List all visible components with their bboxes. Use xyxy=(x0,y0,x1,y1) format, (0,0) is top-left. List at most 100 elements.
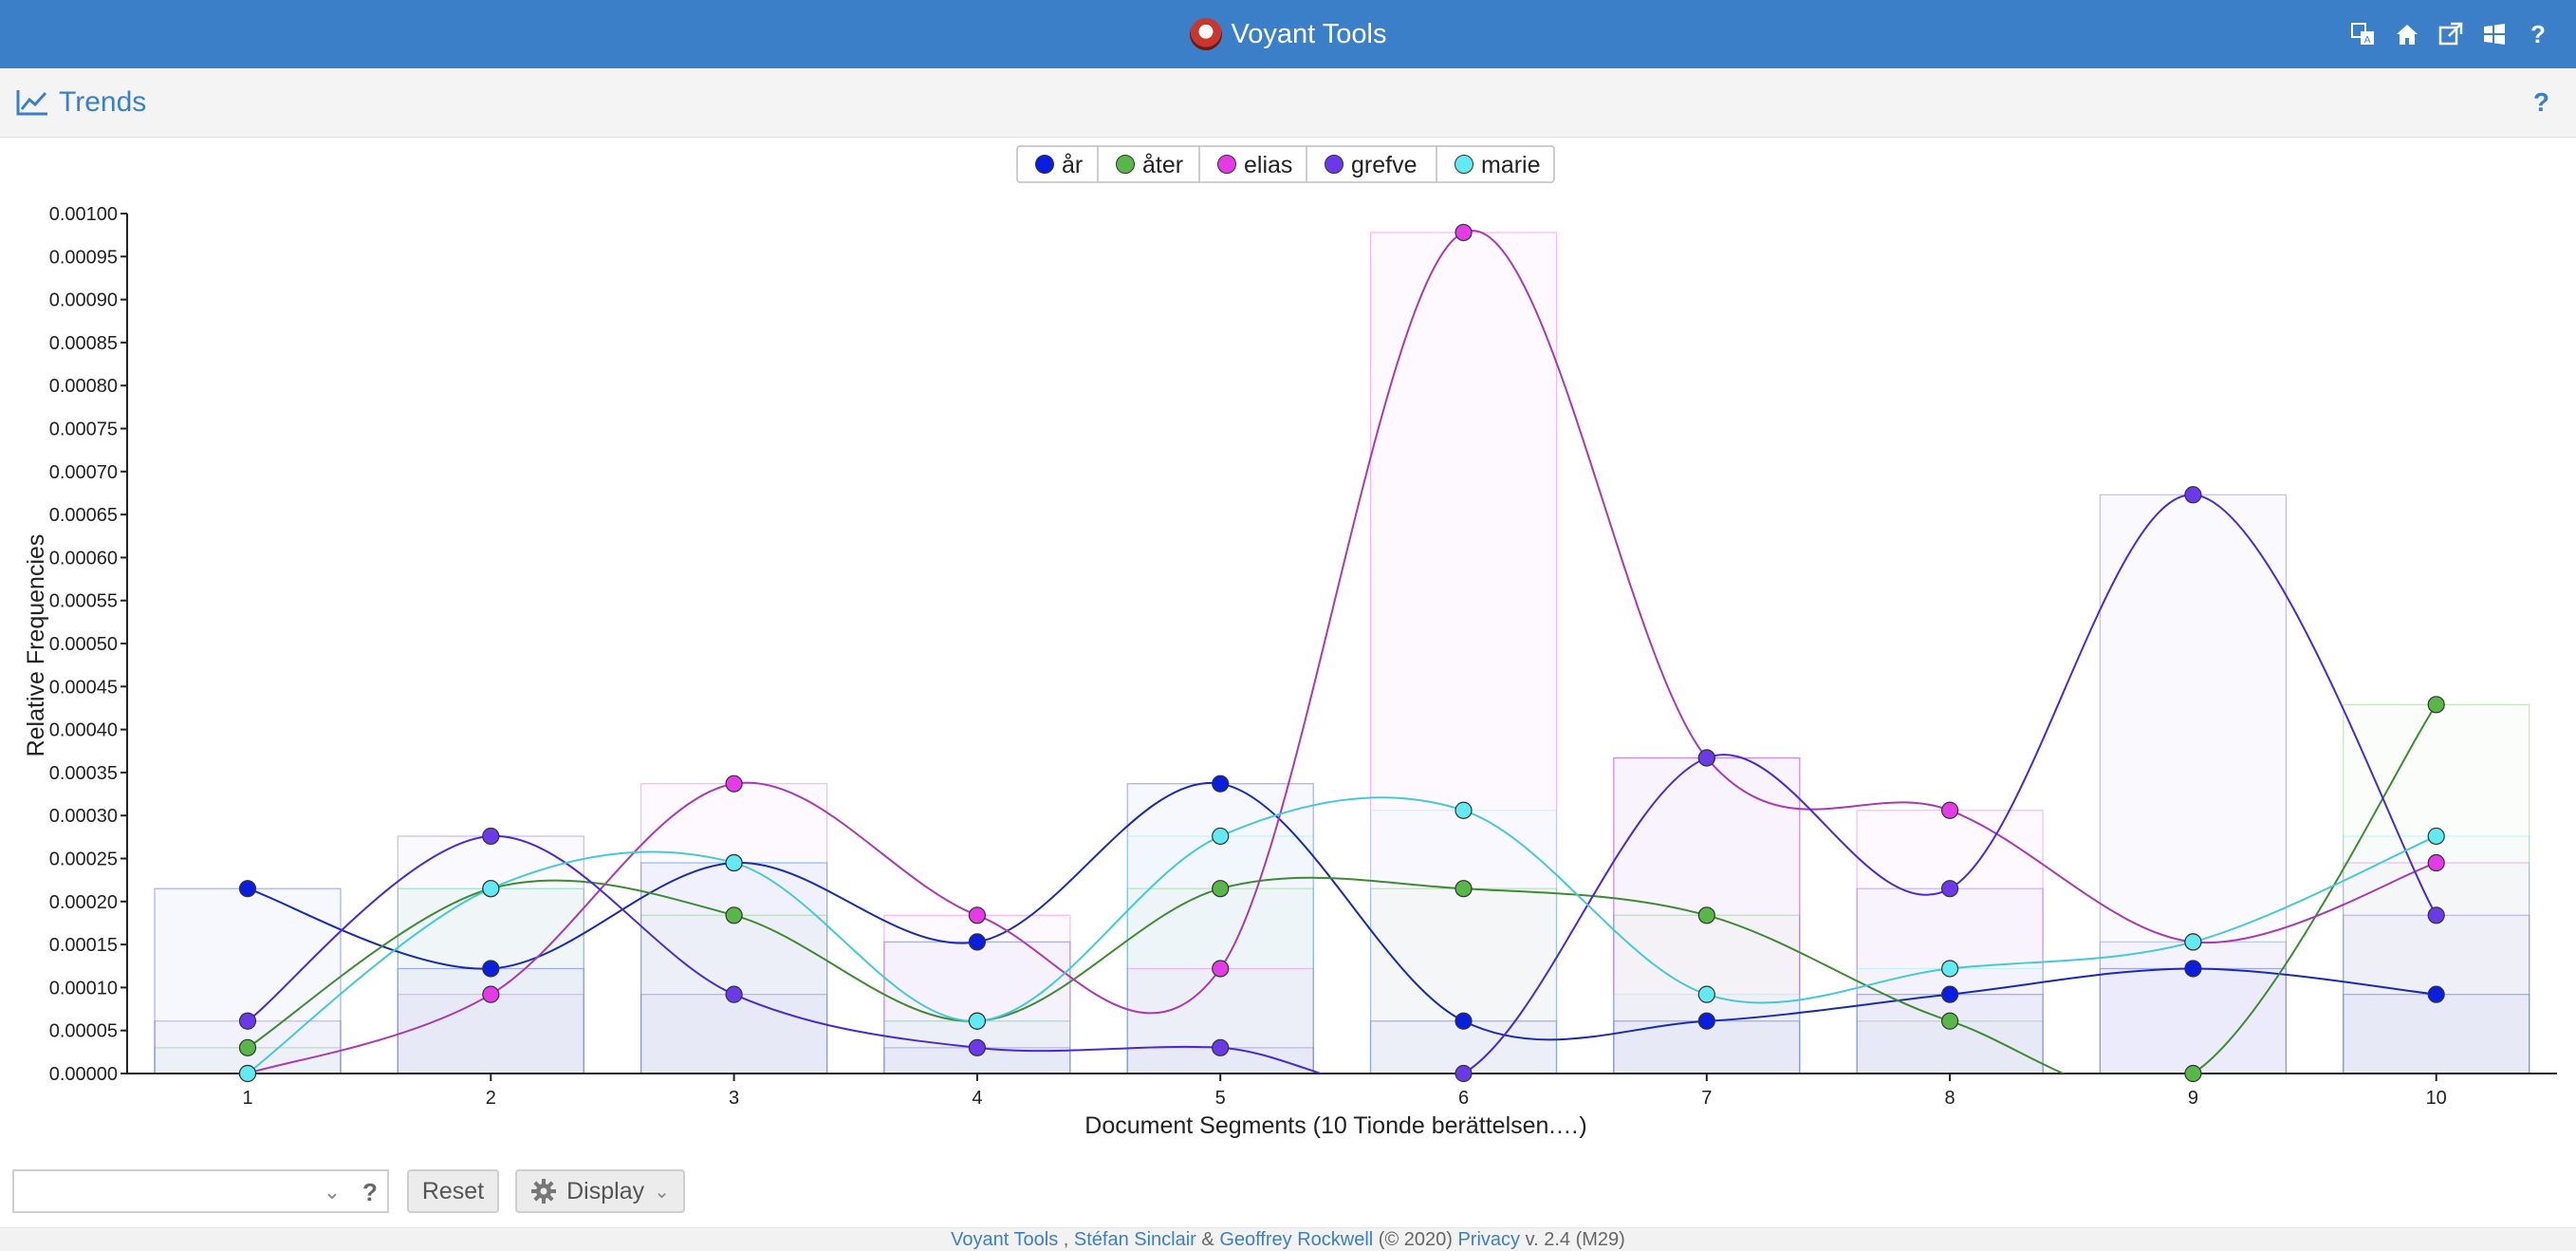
point-elias-8[interactable] xyxy=(1941,801,1959,819)
series-line-grefve xyxy=(247,494,2437,1074)
point-åter-10[interactable] xyxy=(2427,696,2445,714)
help-icon[interactable]: ? xyxy=(2530,19,2546,48)
footer-link-voyant[interactable]: Voyant Tools xyxy=(951,1229,1059,1250)
point-år-9[interactable] xyxy=(2184,960,2202,978)
point-elias-4[interactable] xyxy=(968,906,987,924)
point-elias-6[interactable] xyxy=(1455,223,1473,242)
point-marie-2[interactable] xyxy=(482,880,500,898)
term-search-combo: ⌄ ? xyxy=(12,1169,389,1213)
export-icon[interactable] xyxy=(2436,19,2466,49)
point-elias-3[interactable] xyxy=(725,775,743,793)
y-tick-label: 0.00045 xyxy=(49,677,118,698)
footer-amp: & xyxy=(1195,1229,1220,1250)
term-search-input[interactable] xyxy=(22,1177,320,1207)
point-marie-5[interactable] xyxy=(1212,827,1230,846)
footer-link-rockwell[interactable]: Geoffrey Rockwell xyxy=(1219,1229,1374,1250)
legend-item-marie[interactable]: marie xyxy=(1436,146,1541,182)
point-marie-10[interactable] xyxy=(2427,827,2445,846)
panel-header: Trends ? xyxy=(0,68,2576,138)
point-år-6[interactable] xyxy=(1455,1012,1473,1030)
point-år-5[interactable] xyxy=(1212,775,1230,793)
point-åter-6[interactable] xyxy=(1455,880,1473,898)
y-tick-label: 0.00065 xyxy=(49,505,118,526)
footer-link-privacy[interactable]: Privacy xyxy=(1457,1229,1521,1250)
point-elias-5[interactable] xyxy=(1212,960,1230,978)
x-tick-label: 9 xyxy=(2188,1088,2198,1109)
app-title[interactable]: Voyant Tools xyxy=(1231,18,1387,49)
legend-label: elias xyxy=(1244,152,1292,178)
y-tick-label: 0.00090 xyxy=(49,290,118,311)
windows-icon[interactable] xyxy=(2479,19,2510,49)
point-elias-2[interactable] xyxy=(482,985,500,1003)
point-år-2[interactable] xyxy=(482,960,500,978)
y-tick-label: 0.00020 xyxy=(49,892,118,913)
y-tick-label: 0.00030 xyxy=(49,806,118,827)
bar-marie-5 xyxy=(1126,835,1314,1074)
point-åter-8[interactable] xyxy=(1941,1012,1959,1030)
legend-label: marie xyxy=(1481,152,1541,178)
point-marie-9[interactable] xyxy=(2184,933,2202,951)
point-år-10[interactable] xyxy=(2427,985,2445,1003)
trends-chart: år åter elias grefve marie 0.000000.000050.0… xyxy=(23,145,2557,1139)
point-åter-9[interactable] xyxy=(2184,1064,2202,1083)
point-grefve-3[interactable] xyxy=(725,985,743,1003)
legend-box xyxy=(1016,145,1555,183)
point-marie-4[interactable] xyxy=(968,1012,987,1030)
legend-item-elias[interactable]: elias xyxy=(1198,146,1292,182)
point-år-7[interactable] xyxy=(1697,1012,1715,1030)
y-tick-label: 0.00040 xyxy=(49,720,118,741)
legend-item-år[interactable]: år xyxy=(1035,152,1084,178)
y-axis-label: Relative Frequencies xyxy=(23,534,49,757)
voyant-logo-icon[interactable] xyxy=(1189,18,1222,50)
panel-title-text: Trends xyxy=(59,86,147,118)
legend-swatch xyxy=(1455,155,1473,174)
point-marie-1[interactable] xyxy=(238,1064,257,1083)
point-grefve-9[interactable] xyxy=(2184,486,2202,504)
point-grefve-8[interactable] xyxy=(1941,880,1959,898)
point-år-8[interactable] xyxy=(1941,985,1959,1003)
reset-button[interactable]: Reset xyxy=(407,1169,499,1213)
point-marie-8[interactable] xyxy=(1941,960,1959,978)
point-åter-1[interactable] xyxy=(238,1038,257,1056)
point-grefve-6[interactable] xyxy=(1455,1064,1473,1083)
home-icon[interactable] xyxy=(2392,19,2422,49)
series-lines xyxy=(247,229,2437,1074)
point-åter-5[interactable] xyxy=(1212,880,1230,898)
y-tick-label: 0.00100 xyxy=(49,204,118,225)
footer-link-sinclair[interactable]: Stéfan Sinclair xyxy=(1073,1229,1196,1250)
chevron-down-icon[interactable]: ⌄ xyxy=(323,1180,342,1204)
series-line-marie xyxy=(247,796,2437,1074)
y-tick-label: 0.00015 xyxy=(49,935,118,956)
point-år-4[interactable] xyxy=(968,933,987,951)
point-grefve-2[interactable] xyxy=(482,827,500,846)
x-tick-label: 10 xyxy=(2426,1088,2447,1109)
point-marie-7[interactable] xyxy=(1697,985,1715,1003)
x-tick-label: 2 xyxy=(486,1088,496,1109)
svg-text:A: A xyxy=(2364,35,2371,46)
legend-swatch xyxy=(1035,155,1054,174)
point-år-1[interactable] xyxy=(238,880,257,898)
point-marie-6[interactable] xyxy=(1455,801,1473,819)
point-grefve-10[interactable] xyxy=(2427,906,2445,924)
point-grefve-5[interactable] xyxy=(1212,1038,1230,1056)
point-grefve-1[interactable] xyxy=(238,1012,257,1030)
app-header: Voyant Tools A ? xyxy=(0,0,2576,68)
translate-icon[interactable]: A xyxy=(2348,19,2379,49)
point-åter-7[interactable] xyxy=(1697,906,1715,924)
point-grefve-7[interactable] xyxy=(1697,749,1715,767)
bar-marie-2 xyxy=(397,887,584,1074)
legend-item-åter[interactable]: åter xyxy=(1097,146,1183,182)
bottom-toolbar: ⌄ ? Reset Display ⌄ xyxy=(0,1167,2576,1219)
y-tick-label: 0.00035 xyxy=(49,763,118,784)
point-grefve-4[interactable] xyxy=(968,1038,987,1056)
point-marie-3[interactable] xyxy=(725,853,743,872)
search-help-icon[interactable]: ? xyxy=(362,1177,378,1206)
legend-item-grefve[interactable]: grefve xyxy=(1306,146,1417,182)
y-tick-label: 0.00010 xyxy=(49,978,118,999)
point-elias-10[interactable] xyxy=(2427,853,2445,872)
panel-help-button[interactable]: ? xyxy=(2532,87,2549,117)
display-button[interactable]: Display ⌄ xyxy=(515,1169,685,1213)
point-åter-3[interactable] xyxy=(725,906,743,924)
x-tick-label: 8 xyxy=(1945,1088,1955,1109)
legend-swatch xyxy=(1217,155,1236,174)
